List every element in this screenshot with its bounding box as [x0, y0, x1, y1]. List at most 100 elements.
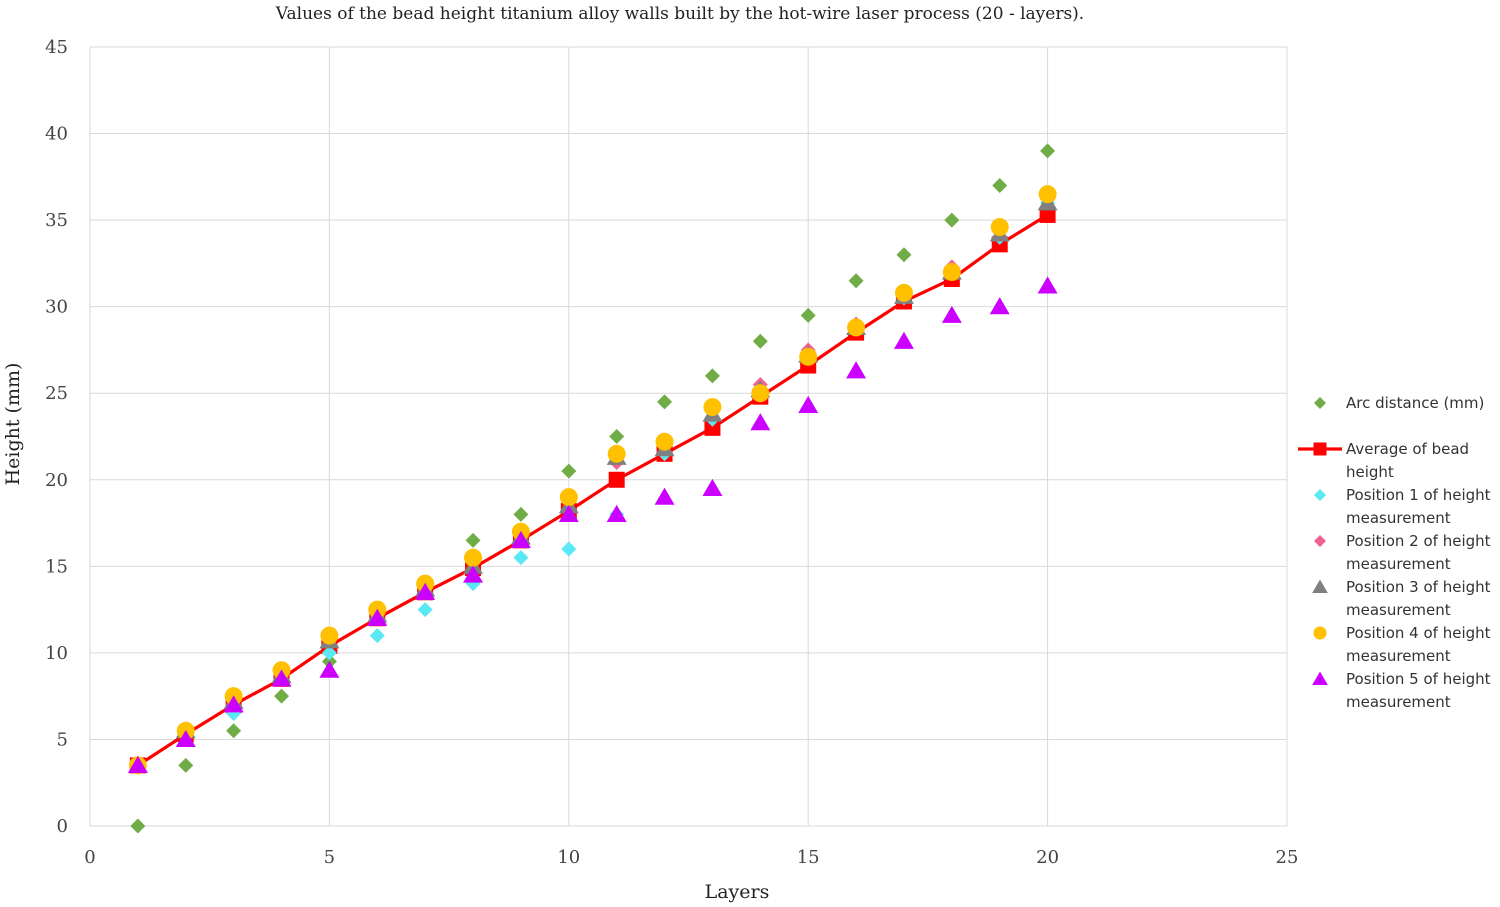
- data-point: [271, 669, 292, 687]
- data-point: [465, 532, 481, 548]
- legend-marker: [1313, 626, 1327, 640]
- y-tick-label: 30: [45, 297, 68, 318]
- data-point: [417, 602, 433, 618]
- data-point: [513, 506, 529, 522]
- series-6: [127, 276, 1058, 774]
- legend-label: Position 4 of height measurement: [1346, 624, 1491, 665]
- data-point: [654, 487, 675, 505]
- legend-label: Arc distance (mm): [1346, 394, 1484, 412]
- x-tick-label: 5: [324, 847, 335, 868]
- y-tick-label: 20: [45, 470, 68, 491]
- data-point: [1038, 185, 1057, 204]
- series-layer: [127, 143, 1058, 834]
- data-point: [1040, 143, 1056, 159]
- tick-layer: 0 5 10 15 20 25 30 35 40 45 0 5 10 15 20 25: [45, 37, 1298, 868]
- legend-marker: [1312, 671, 1328, 685]
- data-point: [944, 212, 960, 228]
- y-axis-title: Height (mm): [2, 363, 24, 486]
- data-point: [369, 628, 385, 644]
- data-point: [655, 432, 674, 451]
- data-point: [800, 307, 816, 323]
- data-point: [367, 608, 388, 626]
- data-point: [178, 757, 194, 773]
- data-point: [848, 273, 864, 289]
- data-point: [513, 550, 529, 566]
- x-tick-label: 15: [797, 847, 820, 868]
- data-point: [319, 660, 340, 678]
- grid-layer: [89, 46, 1288, 827]
- data-point: [704, 368, 720, 384]
- series-1: [129, 206, 1056, 774]
- legend-marker: [1314, 535, 1326, 547]
- data-point: [941, 305, 962, 323]
- data-point: [130, 818, 146, 834]
- legend-item: Arc distance (mm): [1314, 394, 1484, 412]
- x-tick-label: 25: [1276, 847, 1299, 868]
- data-point: [750, 413, 771, 431]
- legend-item: Average of bead height: [1298, 440, 1469, 481]
- data-point: [752, 333, 768, 349]
- legend-marker: [1314, 397, 1326, 409]
- data-point: [704, 419, 721, 436]
- series-0: [130, 143, 1056, 834]
- data-point: [320, 626, 339, 645]
- data-point: [702, 478, 723, 497]
- data-point: [175, 729, 196, 748]
- data-point: [127, 755, 148, 774]
- data-point: [751, 384, 770, 403]
- y-tick-label: 10: [45, 643, 68, 664]
- data-point: [992, 177, 1008, 193]
- plot-area-border: [89, 46, 1288, 827]
- data-point: [990, 218, 1009, 237]
- legend-label: Position 2 of height measurement: [1346, 532, 1491, 573]
- data-point: [415, 582, 436, 600]
- x-tick-label: 10: [557, 847, 580, 868]
- legend-marker: [1312, 579, 1328, 593]
- legend-label: Position 1 of height measurement: [1346, 486, 1491, 527]
- data-point: [226, 723, 242, 739]
- data-point: [609, 429, 625, 444]
- data-point: [798, 395, 819, 413]
- x-tick-label: 20: [1036, 847, 1059, 868]
- chart-title: Values of the bead height titanium alloy…: [275, 4, 1084, 24]
- legend-marker: [1313, 442, 1327, 456]
- data-point: [799, 347, 818, 366]
- data-point: [896, 247, 912, 263]
- legend-item: Position 1 of height measurement: [1314, 486, 1491, 527]
- y-tick-label: 35: [45, 210, 68, 231]
- legend: Arc distance (mm) Average of bead height Po…: [1298, 394, 1491, 711]
- legend-label: Position 5 of height measurement: [1346, 670, 1491, 711]
- x-tick-label: 0: [84, 847, 95, 868]
- legend-item: Position 3 of height measurement: [1312, 578, 1491, 619]
- legend-marker: [1314, 489, 1326, 501]
- series-5: [128, 185, 1057, 775]
- x-axis-title: Layers: [705, 881, 770, 903]
- data-point: [561, 541, 577, 557]
- y-tick-label: 45: [45, 37, 68, 58]
- y-tick-label: 5: [57, 729, 68, 750]
- data-point: [223, 695, 244, 713]
- legend-label: Average of bead height: [1346, 440, 1469, 481]
- data-point: [510, 530, 531, 548]
- data-point: [894, 283, 913, 302]
- data-point: [464, 548, 483, 567]
- data-point: [846, 361, 867, 379]
- data-point: [1039, 206, 1056, 223]
- y-tick-label: 25: [45, 383, 68, 404]
- data-point: [274, 688, 290, 704]
- data-point: [703, 398, 722, 417]
- y-tick-label: 40: [45, 124, 68, 145]
- data-point: [463, 565, 484, 583]
- data-point: [847, 318, 866, 337]
- legend-item: Position 2 of height measurement: [1314, 532, 1491, 573]
- data-point: [607, 444, 626, 463]
- legend-item: Position 4 of height measurement: [1313, 624, 1491, 665]
- data-point: [321, 645, 337, 661]
- legend-item: Position 5 of height measurement: [1312, 670, 1491, 711]
- y-tick-label: 15: [45, 556, 68, 577]
- data-point: [893, 331, 914, 349]
- data-point: [1037, 276, 1058, 294]
- data-point: [561, 463, 577, 479]
- data-point: [989, 297, 1010, 315]
